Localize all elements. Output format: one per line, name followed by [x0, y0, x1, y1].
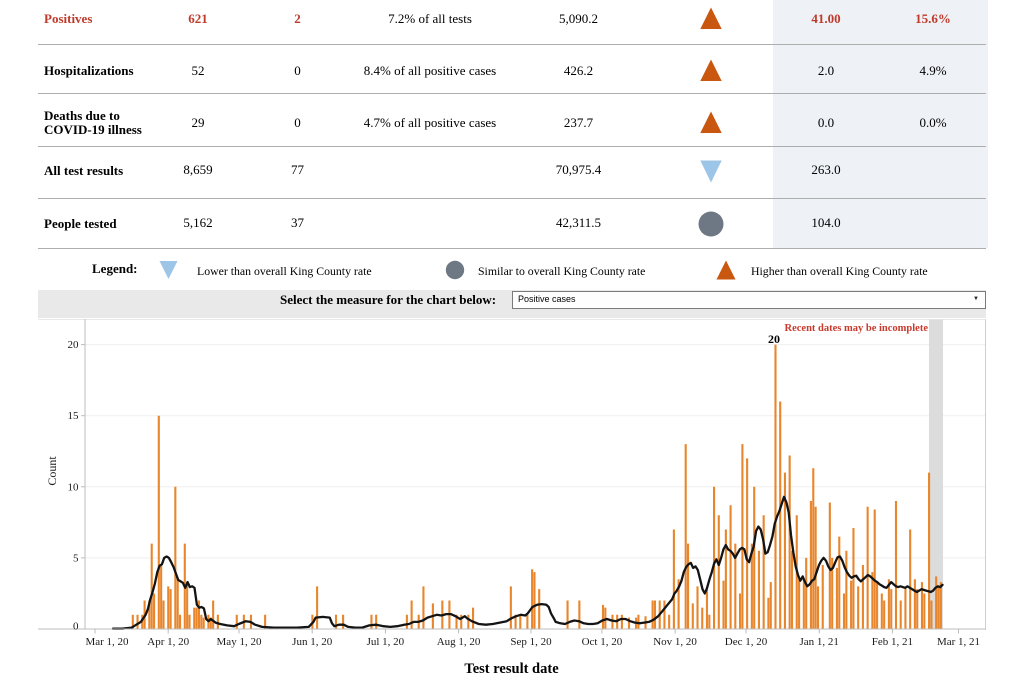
svg-text:Count: Count [45, 456, 59, 486]
svg-text:15: 15 [68, 410, 80, 422]
svg-text:Jul 1, 20: Jul 1, 20 [367, 636, 405, 648]
svg-text:Sep 1, 20: Sep 1, 20 [510, 636, 552, 648]
svg-text:10: 10 [68, 481, 80, 493]
svg-text:May 1, 20: May 1, 20 [217, 636, 262, 648]
svg-text:20: 20 [68, 339, 80, 351]
svg-text:Mar 1, 20: Mar 1, 20 [85, 636, 129, 648]
svg-text:Apr 1, 20: Apr 1, 20 [147, 636, 189, 648]
svg-text:Jan 1, 21: Jan 1, 21 [799, 636, 838, 648]
svg-text:Jun 1, 20: Jun 1, 20 [292, 636, 333, 648]
svg-text:Test result date: Test result date [464, 661, 559, 677]
svg-text:Feb 1, 21: Feb 1, 21 [872, 636, 913, 648]
svg-text:0: 0 [73, 621, 79, 633]
svg-text:Aug 1, 20: Aug 1, 20 [437, 636, 481, 648]
svg-text:20: 20 [768, 332, 780, 346]
svg-text:Mar 1, 21: Mar 1, 21 [937, 636, 980, 648]
svg-text:5: 5 [73, 552, 79, 564]
svg-text:Recent dates may be incomplete: Recent dates may be incomplete [785, 323, 929, 334]
svg-text:Nov 1, 20: Nov 1, 20 [653, 636, 697, 648]
svg-text:Oct 1, 20: Oct 1, 20 [582, 636, 623, 648]
svg-text:Dec 1, 20: Dec 1, 20 [725, 636, 768, 648]
